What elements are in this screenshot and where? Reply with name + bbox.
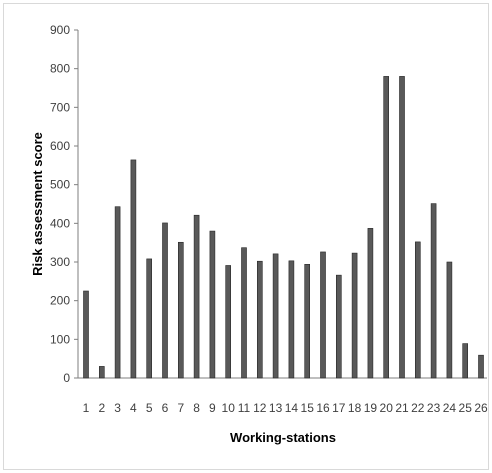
y-tick-label: 500 [50,178,70,192]
bar-station-16 [320,251,326,379]
y-tick-label: 400 [50,216,70,230]
bar-station-4 [130,159,137,379]
bar-station-9 [209,230,216,379]
y-tick-label: 700 [50,100,70,114]
x-tick-label: 20 [380,401,394,415]
x-tick-label: 26 [474,401,488,415]
y-tick-label: 100 [50,332,70,346]
bar-station-13 [272,253,279,379]
bar-station-25 [462,343,469,379]
bar-station-15 [304,264,311,379]
x-tick-label: 23 [427,401,441,415]
x-tick-label: 16 [316,401,330,415]
bar-station-12 [256,260,263,379]
x-tick-label: 10 [222,401,236,415]
bar-station-11 [241,247,247,379]
x-tick-label: 24 [443,401,457,415]
x-tick-label: 9 [209,401,216,415]
bar-station-6 [162,222,168,379]
bar-station-7 [178,241,184,379]
x-tick-label: 25 [459,401,473,415]
x-tick-label: 3 [114,401,121,415]
bar-station-1 [83,290,89,379]
bar-station-8 [193,214,200,379]
x-tick-label: 14 [285,401,299,415]
bar-station-26 [478,354,484,379]
bar-station-3 [114,206,121,379]
x-tick-label: 2 [98,401,105,415]
bar-station-23 [430,203,437,379]
x-tick-label: 13 [269,401,283,415]
chart-frame [3,3,489,470]
y-tick-label: 800 [50,62,70,76]
y-tick-label: 600 [50,139,70,153]
x-tick-label: 6 [162,401,169,415]
bar-station-18 [351,252,358,379]
x-tick-label: 11 [238,401,251,415]
y-tick-label: 300 [50,255,70,269]
bar-station-10 [225,265,231,379]
x-tick-label: 19 [364,401,378,415]
y-tick-label: 200 [50,294,70,308]
x-tick-label: 21 [395,401,409,415]
bar-station-2 [99,366,105,379]
bar-station-22 [414,241,421,379]
y-tick-label: 0 [63,371,70,385]
bar-station-19 [367,228,374,379]
x-tick-label: 7 [177,401,184,415]
bar-station-24 [446,261,453,379]
bar-station-5 [146,258,152,379]
bar-station-14 [288,260,295,379]
bar-station-17 [335,274,342,379]
x-tick-label: 18 [348,401,362,415]
y-tick-label: 900 [50,23,70,37]
x-tick-label: 4 [130,401,137,415]
x-tick-label: 12 [253,401,267,415]
x-tick-label: 17 [332,401,346,415]
bar-station-20 [383,76,390,379]
x-axis-label: Working-stations [230,430,336,445]
x-tick-label: 5 [146,401,153,415]
y-axis-label: Risk assessment score [30,132,45,276]
bar-station-21 [399,76,405,379]
x-tick-label: 22 [411,401,425,415]
x-tick-label: 1 [83,401,90,415]
x-tick-label: 8 [193,401,200,415]
x-tick-label: 15 [301,401,315,415]
